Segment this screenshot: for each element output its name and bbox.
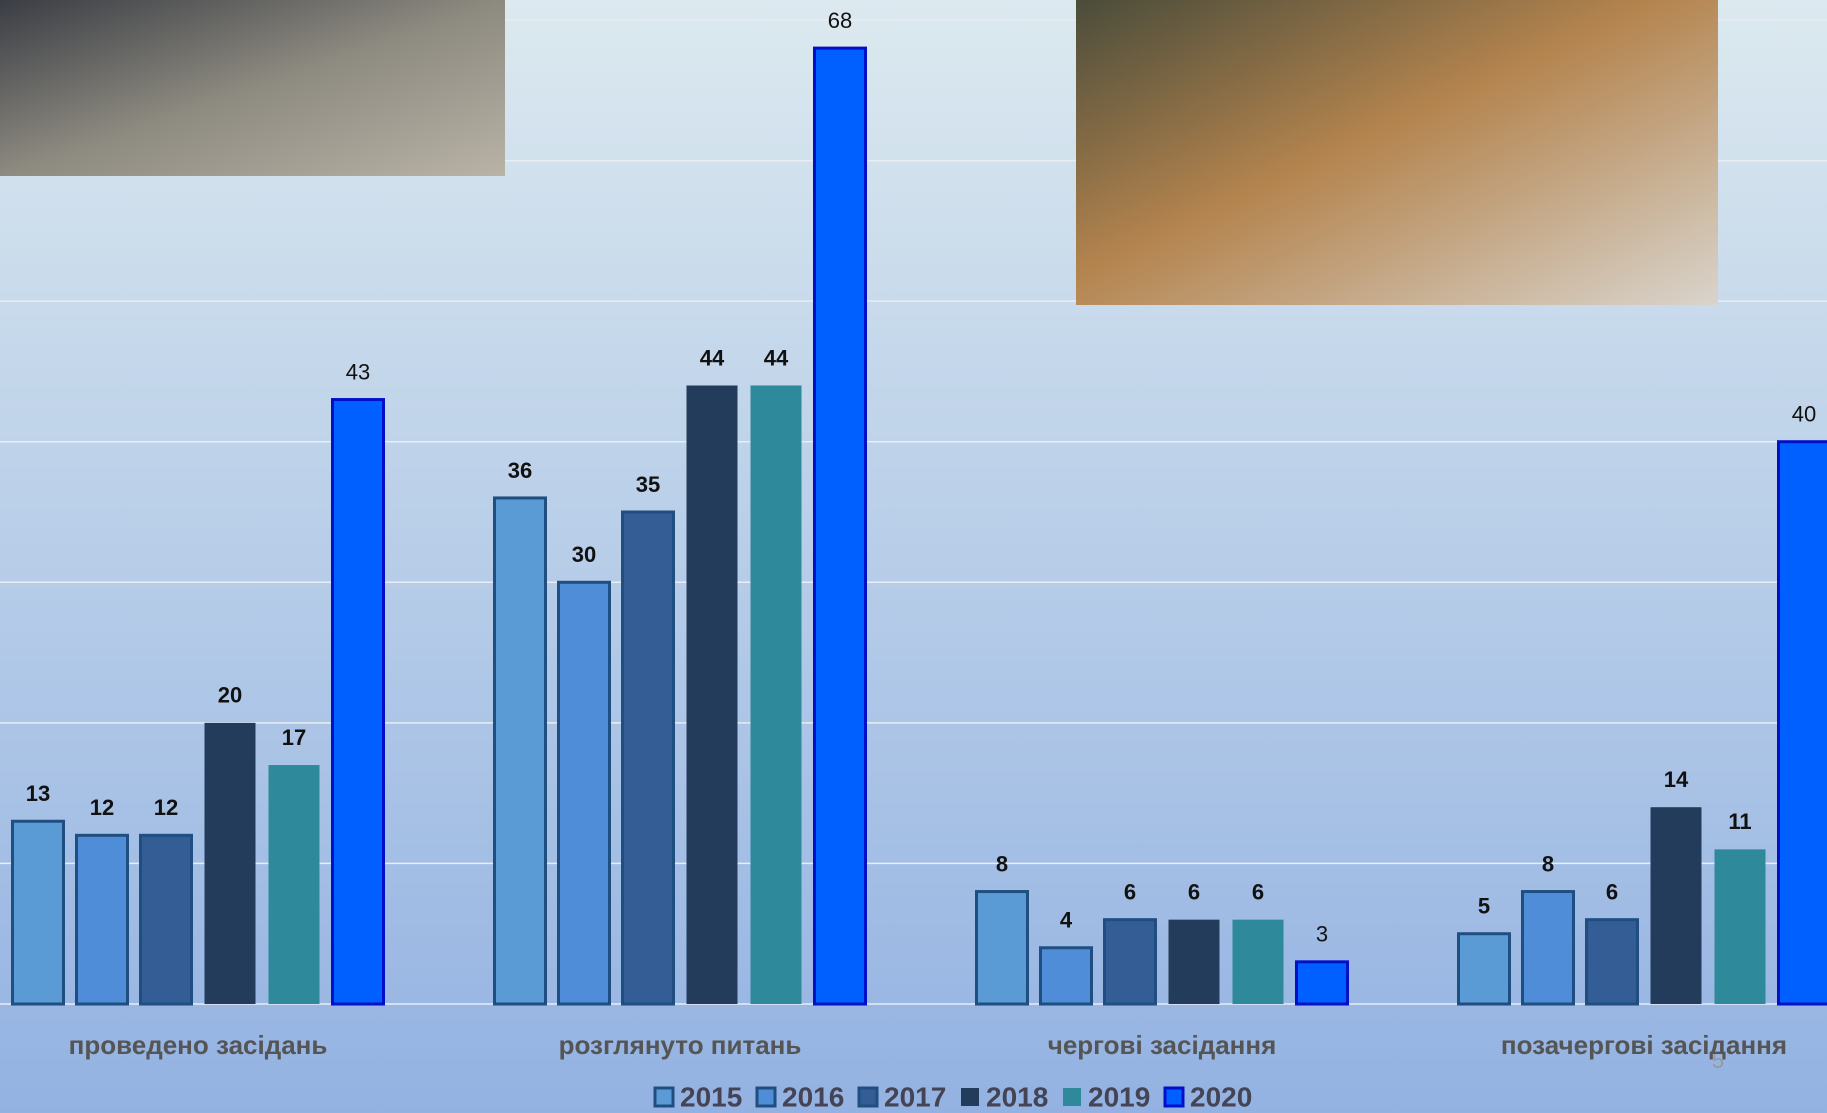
data-label: 43 [346,359,370,384]
legend-swatch [859,1088,877,1106]
bar [13,821,64,1004]
bar [1651,807,1702,1004]
bar [1233,920,1284,1004]
legend-label: 2018 [986,1081,1048,1112]
bar [205,723,256,1004]
data-label: 4 [1060,908,1073,933]
x-tick-label: розглянуто питань [559,1030,802,1060]
chart: 5 проведено засідань131212201743розгляну… [0,0,1827,1113]
legend-label: 2015 [680,1081,742,1112]
photo [1076,0,1718,305]
data-label: 6 [1124,879,1136,904]
data-label: 40 [1792,402,1816,427]
bar [141,835,192,1004]
bar [1779,442,1827,1004]
data-label: 3 [1316,922,1328,947]
bar [1169,920,1220,1004]
legend-swatch [1063,1088,1081,1106]
x-tick-label: проведено засідань [69,1030,328,1060]
bar [687,385,738,1004]
data-label: 11 [1728,809,1751,834]
data-label: 13 [26,781,50,806]
data-label: 6 [1252,879,1264,904]
bar [559,582,610,1004]
legend-label: 2019 [1088,1081,1150,1112]
data-label: 8 [996,851,1008,876]
data-label: 6 [1188,879,1200,904]
legend-swatch [961,1088,979,1106]
photo [0,0,505,176]
data-label: 5 [1478,894,1490,919]
bar [751,385,802,1004]
bar [1041,948,1092,1004]
bar [815,48,866,1004]
legend-label: 2017 [884,1081,946,1112]
data-label: 6 [1606,879,1618,904]
bar [333,400,384,1004]
data-label: 20 [218,683,242,708]
legend-swatch [1165,1088,1183,1106]
x-tick-label: позачергові засідання [1501,1030,1787,1060]
bar [623,512,674,1004]
data-label: 12 [90,795,114,820]
data-label: 68 [828,8,852,33]
bar [1523,892,1574,1004]
data-label: 14 [1664,767,1689,792]
data-label: 44 [700,345,725,370]
bar [269,765,320,1004]
legend-swatch [655,1088,673,1106]
bar [77,835,128,1004]
bar [1459,934,1510,1004]
bar [1297,962,1348,1004]
bar [1587,920,1638,1004]
data-label: 36 [508,458,532,483]
bar [1105,920,1156,1004]
bar [1715,849,1766,1004]
legend-label: 2020 [1190,1081,1252,1112]
data-label: 8 [1542,851,1554,876]
bar [495,498,546,1004]
data-label: 12 [154,795,178,820]
legend-label: 2016 [782,1081,844,1112]
legend-swatch [757,1088,775,1106]
data-label: 30 [572,542,596,567]
x-tick-label: чергові засідання [1048,1030,1277,1060]
data-label: 17 [282,725,306,750]
data-label: 44 [764,345,789,370]
bar [977,892,1028,1004]
data-label: 35 [636,472,660,497]
